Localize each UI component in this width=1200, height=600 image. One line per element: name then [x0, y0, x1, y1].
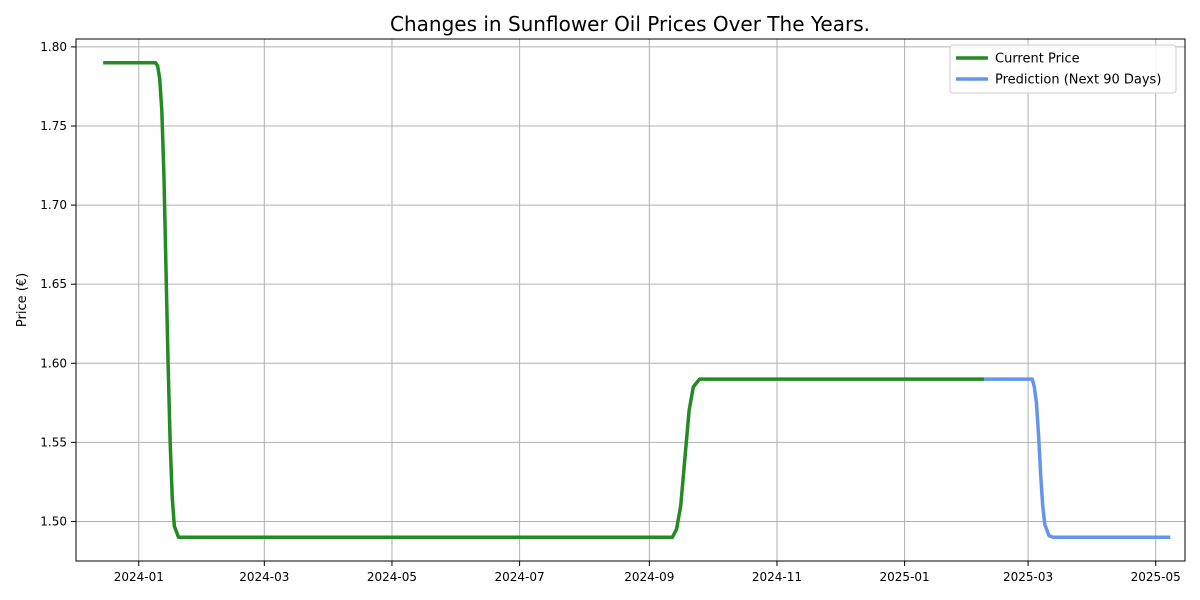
series-lines	[103, 60, 1171, 540]
x-tick-label: 2024-07	[495, 570, 545, 584]
x-tick-label: 2024-01	[114, 570, 164, 584]
gridlines	[76, 39, 1185, 561]
x-tick-label: 2025-01	[880, 570, 930, 584]
x-tick-label: 2024-09	[624, 570, 674, 584]
x-axis: 2024-01 2024-03 2024-05 2024-07 2024-09 2024-…	[114, 561, 1181, 584]
x-tick-label: 2025-03	[1003, 570, 1053, 584]
plot-frame	[75, 38, 1186, 562]
y-tick-label: 1.60	[40, 356, 67, 370]
series-line-1	[984, 377, 1171, 540]
legend-label: Current Price	[995, 52, 1080, 67]
y-axis-label: Price (€)	[15, 273, 30, 327]
y-axis: 1.50 1.55 1.60 1.65 1.70 1.75 1.80	[40, 40, 76, 528]
x-tick-label: 2024-05	[367, 570, 417, 584]
y-tick-label: 1.75	[40, 119, 67, 133]
y-tick-label: 1.80	[40, 40, 67, 54]
legend-box	[949, 44, 1177, 94]
legend: Current Price Prediction (Next 90 Days)	[949, 44, 1177, 94]
legend-label: Prediction (Next 90 Days)	[995, 73, 1161, 88]
chart-title: Changes in Sunflower Oil Prices Over The…	[390, 12, 870, 36]
y-tick-label: 1.50	[40, 514, 67, 528]
x-tick-label: 2024-11	[752, 570, 802, 584]
y-tick-label: 1.55	[40, 435, 67, 449]
y-tick-label: 1.65	[40, 277, 67, 291]
y-tick-label: 1.70	[40, 198, 67, 212]
series-line-0	[103, 60, 985, 540]
x-tick-label: 2024-03	[239, 570, 289, 584]
x-tick-label: 2025-05	[1131, 570, 1181, 584]
